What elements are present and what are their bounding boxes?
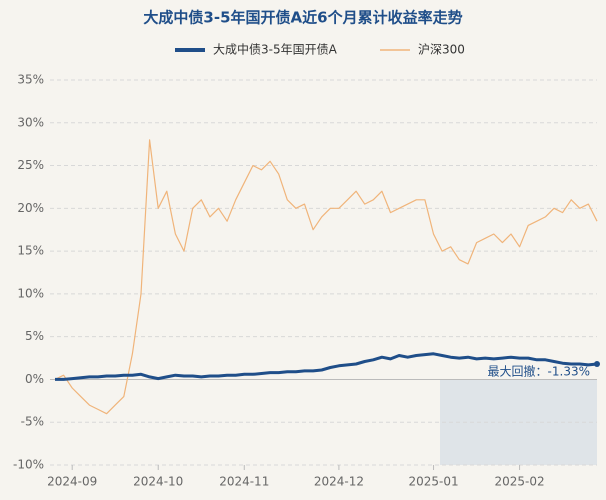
drawdown-annotation: 最大回撤：-1.33% [488,364,590,379]
y-tick-label: 20% [17,201,44,215]
end-point [594,361,600,368]
series-line [55,352,598,381]
legend-label: 大成中债3-5年国开债A [213,42,338,57]
y-tick-label: 30% [17,115,44,129]
y-tick-label: -10% [13,458,44,472]
x-tick-label: 2024-10 [133,475,183,489]
y-tick-label: 5% [25,329,44,343]
x-tick-label: 2024-11 [219,475,269,489]
y-tick-label: 35% [17,73,44,87]
x-tick-label: 2024-09 [47,475,97,489]
chart-title: 大成中债3-5年国开债A近6个月累计收益率走势 [143,9,462,27]
y-tick-label: 15% [17,244,44,258]
series-line [54,139,598,415]
y-tick-label: 10% [17,286,44,300]
y-tick-label: 0% [25,372,44,386]
x-tick-label: 2025-01 [408,475,458,489]
x-tick-label: 2025-02 [495,475,545,489]
y-tick-label: -5% [21,415,44,429]
legend-label: 沪深300 [418,43,465,57]
x-tick-label: 2024-12 [314,475,364,489]
y-tick-label: 25% [17,158,44,172]
